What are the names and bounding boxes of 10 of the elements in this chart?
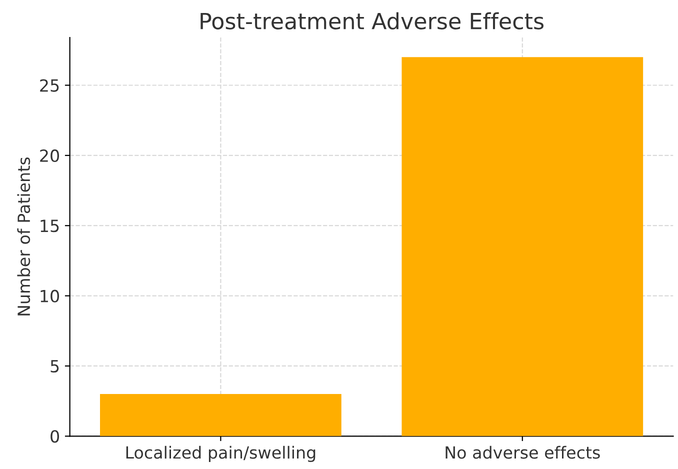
x-tick-label: No adverse effects — [446, 446, 600, 459]
y-tick-label: 20 — [40, 149, 60, 162]
y-tick-label: 0 — [50, 430, 60, 443]
chart-title: Post-treatment Adverse Effects — [200, 12, 544, 30]
y-tick-label: 10 — [40, 290, 60, 302]
x-tick-label: Localized pain/swelling — [126, 446, 316, 462]
y-tick-label: 25 — [40, 79, 59, 92]
y-tick-label: 5 — [50, 360, 59, 373]
y-tick-label: 15 — [40, 220, 59, 232]
y-axis-title: Number of Patients — [17, 157, 30, 316]
